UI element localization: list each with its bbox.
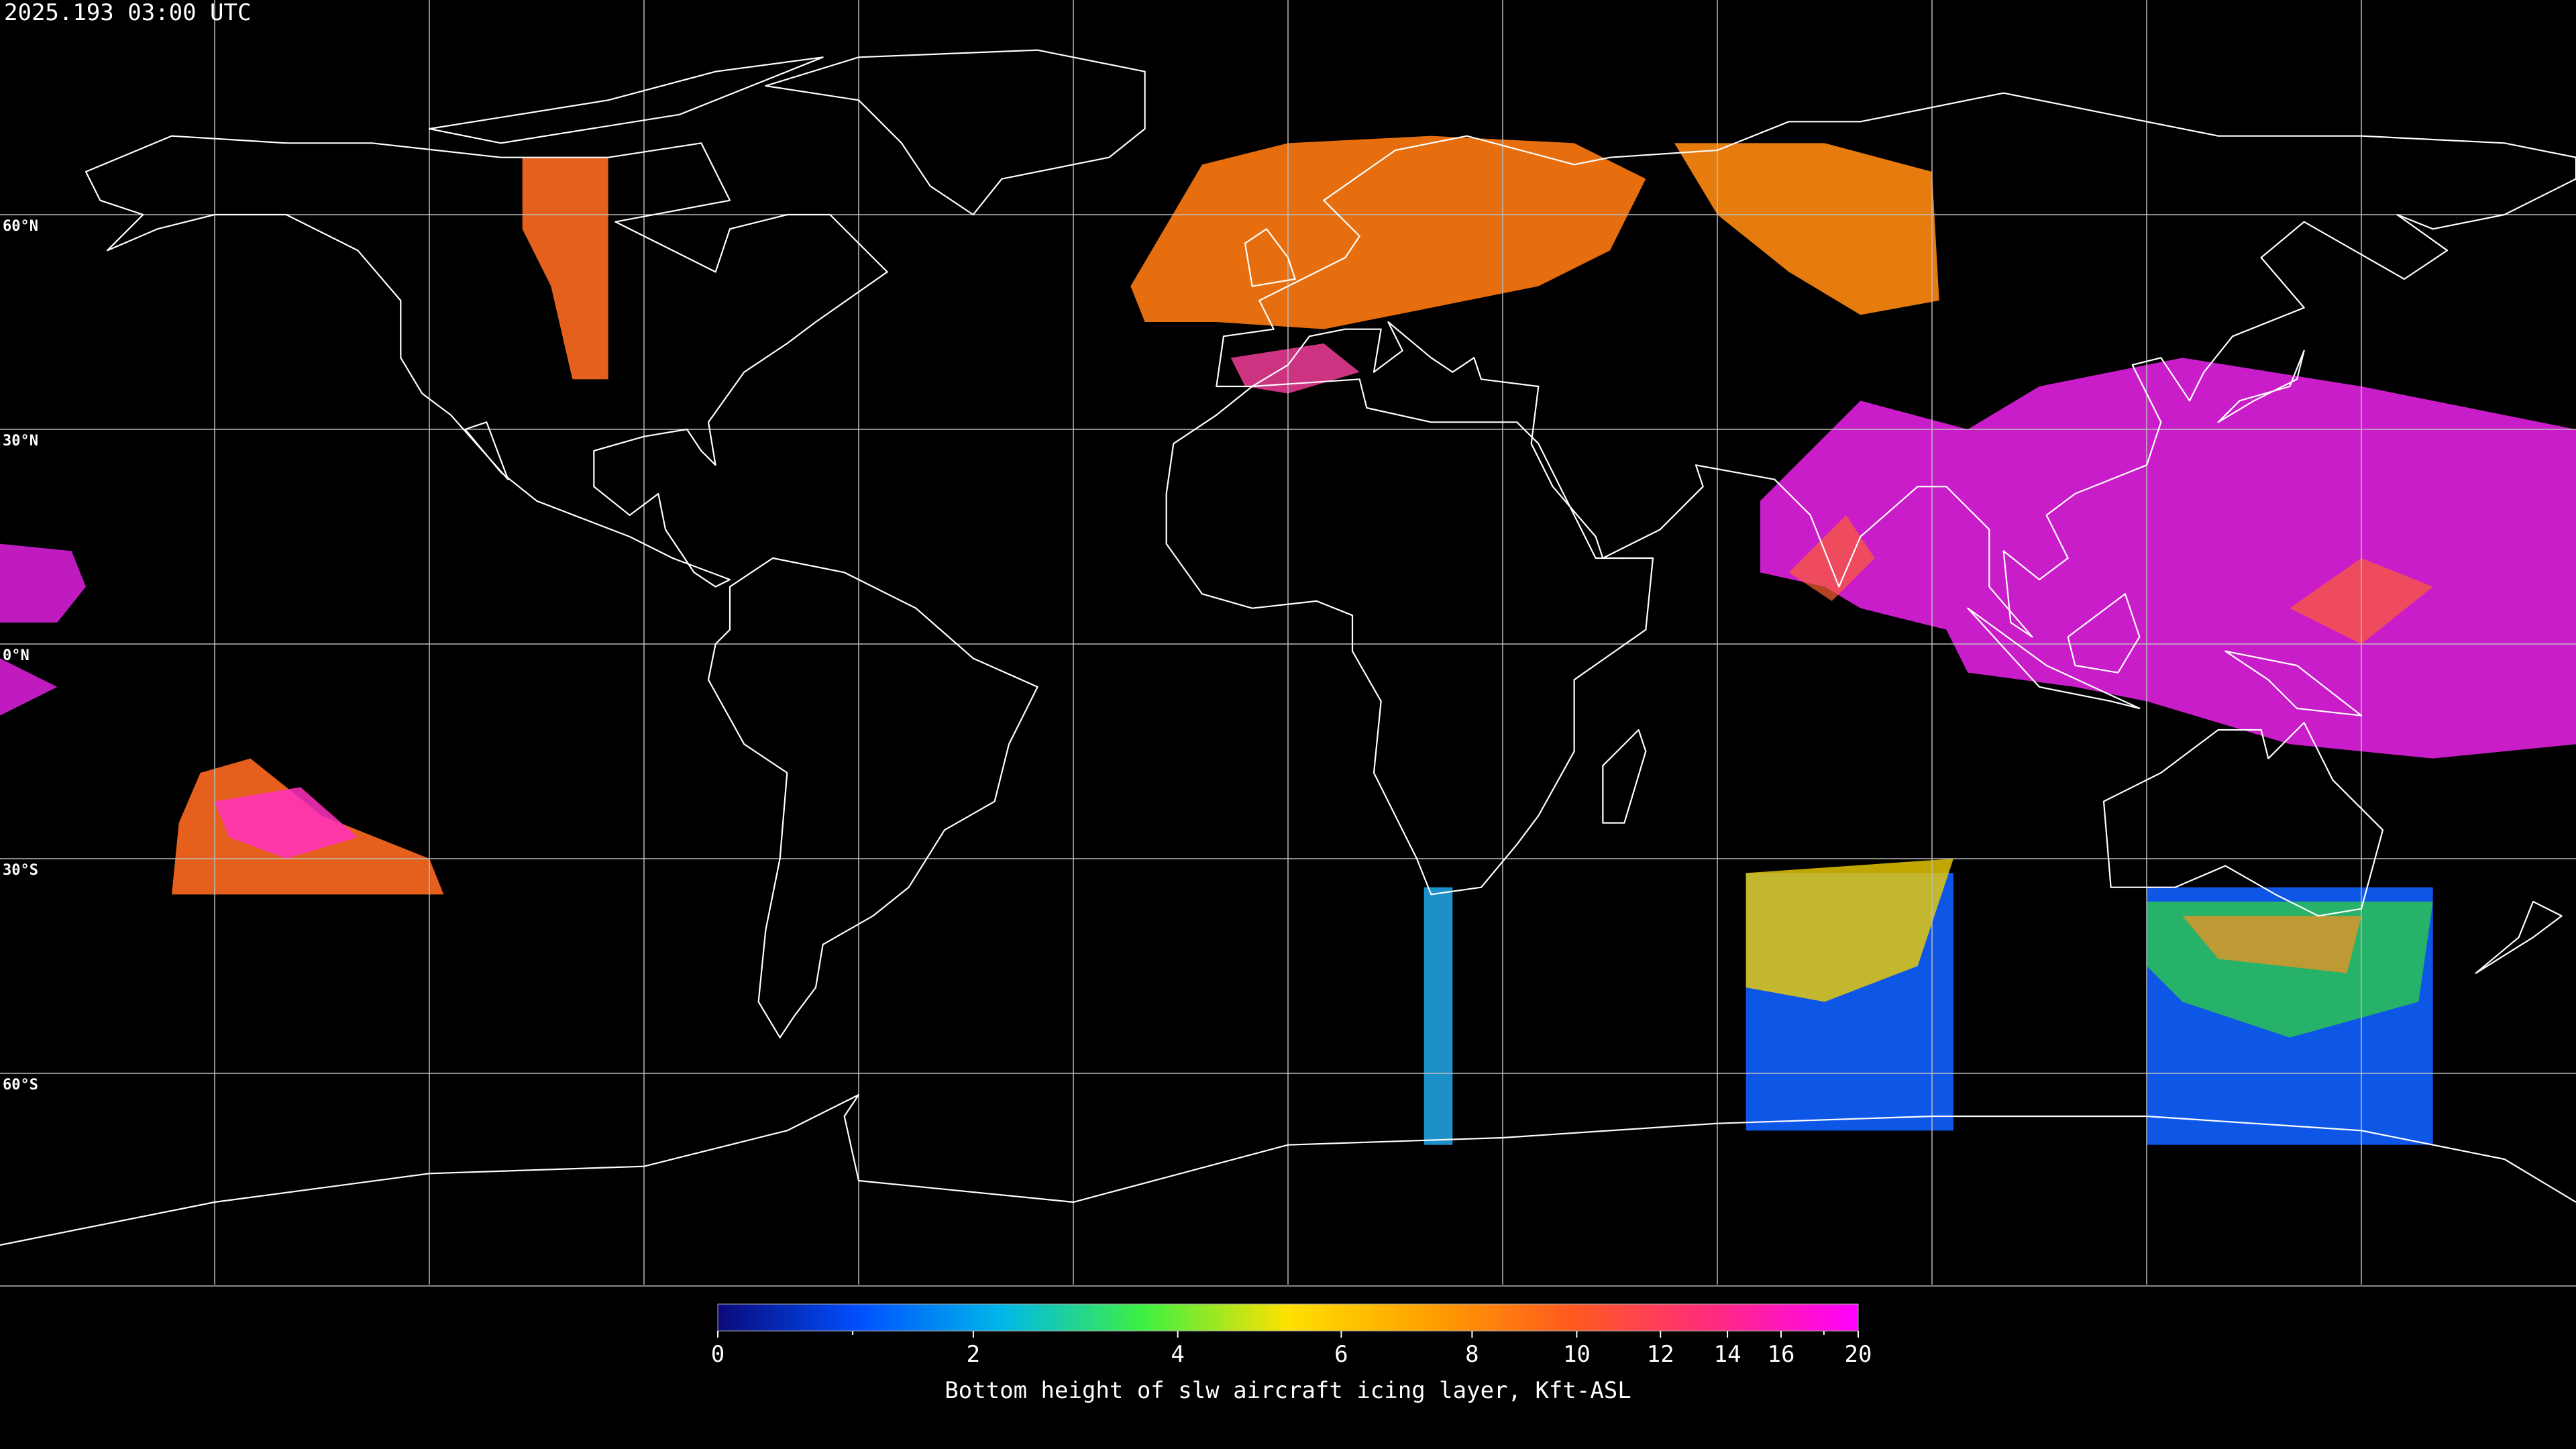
cloud-patch <box>1746 859 1954 1002</box>
lat-label: 30°S <box>3 862 38 879</box>
colorbar-tick-label: 14 <box>1714 1341 1741 1368</box>
coastline <box>708 558 1038 1038</box>
colorbar-tick-label: 20 <box>1845 1341 1872 1368</box>
cloud-patch <box>2182 916 2362 973</box>
colorbar-title: Bottom height of slw aircraft icing laye… <box>945 1377 1631 1404</box>
lat-label: 60°N <box>3 218 38 235</box>
coastline <box>0 1095 2576 1245</box>
colorbar-tick-label: 4 <box>1171 1341 1184 1368</box>
colorbar-tick-label: 12 <box>1647 1341 1674 1368</box>
colorbar-tick-label: 2 <box>967 1341 980 1368</box>
coastline <box>86 136 888 587</box>
coastline <box>2104 722 2383 916</box>
timestamp: 2025.193 03:00 UTC <box>4 0 251 26</box>
grid: 60°N 30°N 0°N 30°S 60°S <box>0 0 2576 1285</box>
colorbar-tick-label: 8 <box>1465 1341 1479 1368</box>
colorbar-tick-label: 0 <box>711 1341 724 1368</box>
lat-label: 60°S <box>3 1077 38 1093</box>
cloud-patch <box>1424 887 1453 1145</box>
colorbar-tick-label: 10 <box>1563 1341 1591 1368</box>
coastline <box>429 57 2562 973</box>
colorbar-tick-label: 6 <box>1334 1341 1348 1368</box>
colorbar-gradient <box>717 1303 1859 1332</box>
cloud-patch <box>522 157 608 380</box>
coastline <box>1167 379 1653 894</box>
cloud-patch <box>1788 515 2433 644</box>
cloud-patch <box>214 787 358 859</box>
cloud-patch <box>1674 143 1939 315</box>
colorbar-tick-label: 16 <box>1767 1341 1794 1368</box>
cloud-patch <box>1760 358 2576 759</box>
cloud-patch <box>1130 136 1646 329</box>
cloud-patch <box>0 543 86 716</box>
coastlines <box>0 50 2576 1245</box>
coastline <box>765 50 1144 215</box>
map: 60°N 30°N 0°N 30°S 60°S <box>0 0 2576 1285</box>
cloud-layer <box>0 136 2576 1145</box>
coastline <box>1216 93 2576 637</box>
lat-label: 30°N <box>3 433 38 449</box>
lat-label: 0°N <box>3 647 30 664</box>
colorbar: Bottom height of slw aircraft icing laye… <box>711 1303 1872 1404</box>
